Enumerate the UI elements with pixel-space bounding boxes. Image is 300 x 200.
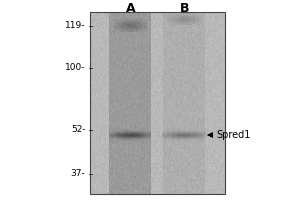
Text: 37-: 37- bbox=[71, 170, 86, 178]
Text: 100-: 100- bbox=[65, 64, 85, 72]
Text: B: B bbox=[180, 1, 189, 15]
Text: 119-: 119- bbox=[65, 21, 85, 30]
Text: A: A bbox=[126, 1, 135, 15]
Text: Spred1: Spred1 bbox=[216, 130, 250, 140]
Text: 52-: 52- bbox=[71, 126, 86, 134]
Bar bbox=[90, 12, 225, 194]
